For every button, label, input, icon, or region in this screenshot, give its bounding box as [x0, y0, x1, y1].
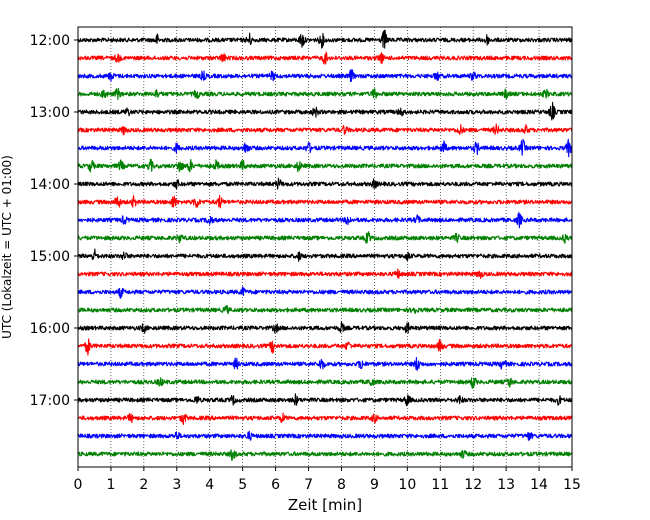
y-axis-label: UTC (Lokalzeit = UTC + 01:00) — [0, 155, 14, 339]
trace-1545 — [77, 305, 573, 315]
y-ticks: 12:00 13:00 14:00 15:00 16:00 17:00 — [30, 33, 78, 409]
x-tick-label: 3 — [172, 477, 181, 493]
x-axis-label: Zeit [min] — [288, 496, 362, 514]
y-tick-label: 15:00 — [30, 249, 70, 265]
y-tick-label: 14:00 — [30, 177, 70, 193]
plot-frame — [77, 26, 573, 468]
x-ticks: 0 1 2 3 4 5 6 7 8 9 10 11 12 13 14 15 — [74, 467, 581, 493]
trace-1715 — [77, 412, 573, 426]
trace-1345 — [77, 158, 573, 173]
trace-1615 — [77, 338, 573, 356]
trace-1530 — [77, 286, 573, 299]
x-tick-label: 8 — [337, 477, 346, 493]
y-tick-label: 12:00 — [30, 33, 70, 49]
trace-1645 — [77, 377, 573, 389]
trace-1230 — [77, 69, 573, 82]
x-tick-label: 11 — [431, 477, 449, 493]
trace-1430 — [77, 211, 573, 229]
x-tick-label: 14 — [530, 477, 548, 493]
x-tick-label: 9 — [370, 477, 379, 493]
trace-1630 — [77, 356, 573, 371]
y-tick-label: 17:00 — [30, 393, 70, 409]
trace-1730 — [77, 430, 573, 441]
y-tick-label: 16:00 — [30, 321, 70, 337]
grid-lines — [110, 27, 540, 467]
trace-1415 — [77, 194, 573, 209]
trace-1700 — [77, 393, 573, 407]
trace-1245 — [77, 87, 573, 101]
x-tick-label: 13 — [497, 477, 515, 493]
trace-1215 — [77, 51, 573, 65]
trace-1200 — [77, 29, 573, 49]
trace-1300 — [77, 101, 573, 121]
x-tick-label: 15 — [563, 477, 581, 493]
x-tick-label: 12 — [464, 477, 482, 493]
trace-1330 — [77, 138, 573, 158]
y-tick-label: 13:00 — [30, 105, 70, 121]
trace-1445 — [77, 231, 573, 244]
trace-1515 — [77, 268, 573, 280]
x-tick-label: 10 — [398, 477, 416, 493]
x-tick-label: 5 — [238, 477, 247, 493]
trace-1500 — [77, 248, 573, 262]
trace-1745 — [77, 449, 573, 462]
x-tick-label: 0 — [74, 477, 83, 493]
trace-1315 — [77, 123, 573, 136]
trace-1600 — [77, 321, 573, 334]
x-tick-label: 2 — [139, 477, 148, 493]
x-tick-label: 1 — [106, 477, 115, 493]
x-tick-label: 4 — [205, 477, 214, 493]
x-tick-label: 6 — [271, 477, 280, 493]
x-tick-label: 7 — [304, 477, 313, 493]
trace-1400 — [77, 177, 573, 190]
traces — [77, 29, 573, 462]
